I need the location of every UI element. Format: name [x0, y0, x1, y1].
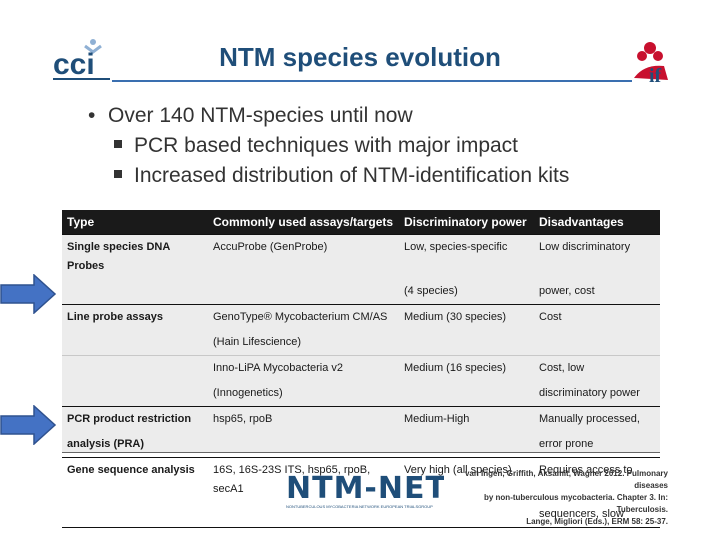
table-row: PCR product restriction hsp65, rpoB Medi…: [62, 406, 660, 432]
bullet-main: • Over 140 NTM-species until now: [88, 104, 413, 127]
type-cell: [62, 355, 208, 381]
citation: van Ingen, Griffith, Aksamit, Wagner 201…: [464, 469, 668, 526]
page-title: NTM species evolution: [219, 42, 501, 72]
assay-cell: AccuProbe (GenProbe): [208, 234, 399, 279]
power-cell: Medium (30 species): [399, 304, 534, 330]
assay-cell: 16S, 16S-23S ITS, hsp65, rpoB, secA1: [208, 457, 399, 502]
ntm-net-logo: NTM-NET NONTUBERCULOUS MYCOBACTERIA NETW…: [286, 471, 444, 509]
disadvantage-cell: error prone: [539, 438, 594, 450]
power-cell: [399, 330, 534, 356]
power-cell: Medium-High: [399, 406, 534, 432]
bullet-sub: PCR based techniques with major impact: [114, 134, 688, 158]
table-header-row: Type Commonly used assays/targets Discri…: [62, 210, 660, 235]
type-cell: Gene sequence analysis: [62, 457, 208, 502]
power-cell: Very high (all species): [399, 457, 534, 502]
table-row: (Innogenetics) discriminatory power: [62, 381, 660, 407]
cci-logo: cci: [53, 39, 110, 81]
disadvantage-cell: power, cost: [539, 285, 595, 297]
table-bottom-rule: [62, 452, 660, 453]
bullet-dot-icon: •: [88, 104, 96, 127]
disadvantage-cell: Requires access to: [534, 457, 660, 502]
power-cell: [399, 502, 534, 528]
assay-cell: hsp65, rpoB: [208, 406, 399, 432]
power-cell: Low, species-specific: [399, 234, 534, 279]
type-cell: [62, 502, 208, 528]
disadvantage-cell: Low discriminatory: [534, 234, 660, 279]
type-cell: PCR product restriction: [62, 406, 208, 432]
table-row: analysis (PRA) error prone: [62, 432, 660, 458]
svg-text:cci: cci: [53, 48, 95, 81]
assay-cell: GenoType® Mycobacterium CM/AS: [208, 304, 399, 330]
table-row: Gene sequence analysis 16S, 16S-23S ITS,…: [62, 457, 660, 502]
table-row: (Hain Lifescience): [62, 330, 660, 356]
assay-cell: [208, 432, 399, 458]
svg-text:NONTUBERCULOUS MYCOBACTERIA NE: NONTUBERCULOUS MYCOBACTERIA NETWORK EURO…: [286, 504, 433, 509]
right-arrow-icon: [0, 405, 56, 445]
assay-cell: (Hain Lifescience): [213, 336, 302, 348]
type-cell: [62, 279, 208, 305]
assay-cell: (Innogenetics): [213, 387, 283, 399]
type-cell: [62, 381, 208, 407]
table-row: Inno-LiPA Mycobacteria v2 Medium (16 spe…: [62, 355, 660, 381]
power-cell: Medium (16 species): [399, 355, 534, 381]
svg-text:NTM-NET: NTM-NET: [286, 471, 444, 506]
right-arrow-icon: [0, 274, 56, 314]
disadvantage-cell: Cost, low: [534, 355, 660, 381]
power-cell: [399, 432, 534, 458]
assay-cell: Inno-LiPA Mycobacteria v2: [208, 355, 399, 381]
type-cell: Line probe assays: [62, 304, 208, 330]
power-cell: [399, 381, 534, 407]
square-bullet-icon: [114, 170, 122, 179]
title-underline: [112, 80, 632, 82]
square-bullet-icon: [114, 140, 122, 149]
assay-cell: [208, 502, 399, 528]
column-header: Commonly used assays/targets: [208, 210, 399, 235]
type-cell: [62, 330, 208, 356]
disadvantage-cell: discriminatory power: [539, 387, 640, 399]
column-header: Disadvantages: [534, 210, 660, 235]
disadvantage-cell: sequencers, slow: [534, 502, 660, 528]
ntm-methods-table: Type Commonly used assays/targets Discri…: [62, 210, 660, 528]
table-row: sequencers, slow: [62, 502, 660, 528]
bullet-list: • Over 140 NTM-species until now PCR base…: [88, 104, 688, 194]
assay-cell: [208, 279, 399, 305]
svg-text:if: if: [649, 65, 662, 84]
disadvantage-cell: Manually processed,: [534, 406, 660, 432]
power-cell: (4 species): [404, 285, 458, 297]
type-cell: analysis (PRA): [67, 438, 145, 450]
table-row: Single species DNA Probes AccuProbe (Gen…: [62, 234, 660, 279]
disadvantage-cell: [534, 330, 660, 356]
column-header: Discriminatory power: [399, 210, 534, 235]
column-header: Type: [62, 210, 208, 235]
if-logo: if: [634, 42, 668, 84]
type-cell: Single species DNA Probes: [62, 234, 208, 279]
disadvantage-cell: Cost: [534, 304, 660, 330]
bullet-sub: Increased distribution of NTM-identifica…: [114, 164, 688, 188]
table-row: (4 species) power, cost: [62, 279, 660, 305]
table-row: Line probe assays GenoType® Mycobacteriu…: [62, 304, 660, 330]
